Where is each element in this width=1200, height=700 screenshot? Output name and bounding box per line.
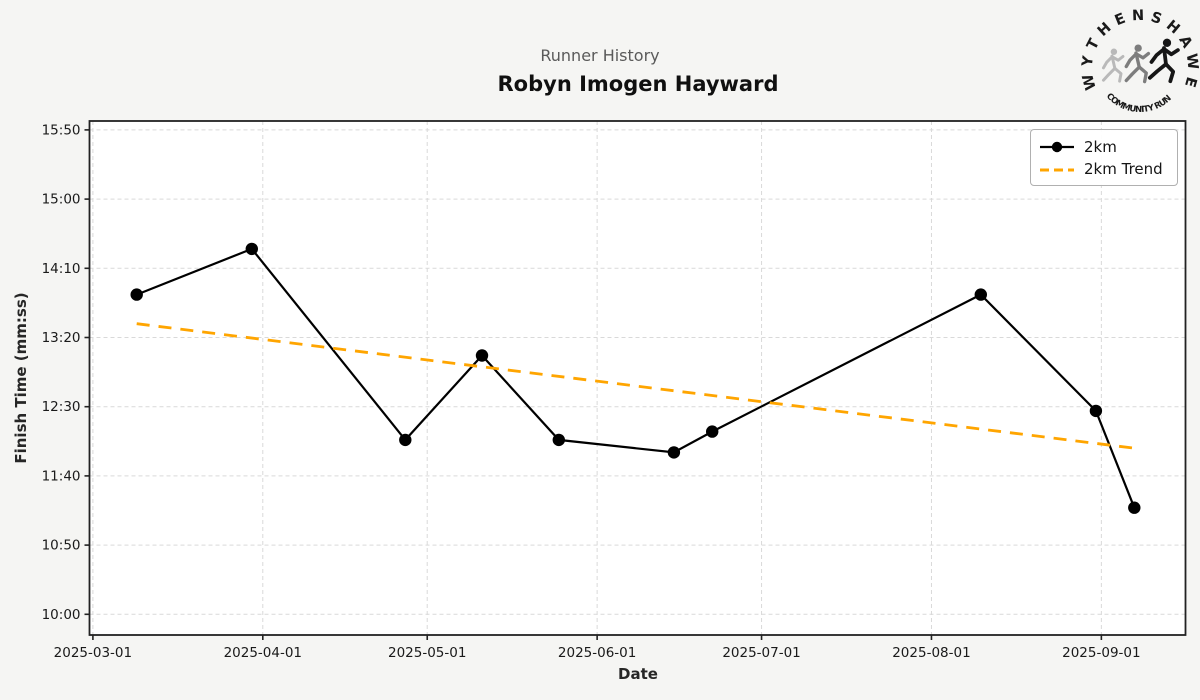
series-line	[136, 247, 1136, 509]
data-point	[552, 433, 565, 447]
data-point	[399, 433, 412, 447]
data-point	[475, 349, 489, 362]
data-point	[245, 242, 258, 256]
legend-label: 2km Trend	[1084, 160, 1163, 179]
y-tick-label: 13:20	[42, 330, 81, 346]
y-tick-label: 10:50	[42, 538, 81, 554]
x-tick-label: 2025-08-01	[892, 645, 970, 661]
runner-figure-medium-icon	[1124, 44, 1151, 84]
legend-label: 2km	[1084, 137, 1117, 156]
data-point	[130, 288, 143, 301]
chart-legend: 2km 2km Trend	[1030, 129, 1178, 186]
data-point	[1128, 501, 1141, 514]
y-tick-label: 14:10	[42, 261, 81, 277]
data-point	[706, 425, 719, 438]
runner-figure-dark-icon	[1147, 38, 1180, 84]
legend-dashed-line-icon	[1040, 168, 1074, 172]
legend-solid-line-icon	[1040, 142, 1074, 153]
x-tick-label: 2025-05-01	[388, 645, 466, 661]
x-tick-label: 2025-03-01	[54, 645, 132, 661]
y-tick-label: 12:30	[42, 399, 81, 415]
x-tick-label: 2025-04-01	[224, 645, 302, 661]
y-tick-label: 15:50	[42, 122, 81, 138]
axes-spines	[88, 120, 1187, 636]
legend-item-2km-trend: 2km Trend	[1039, 159, 1169, 182]
x-tick-label: 2025-09-01	[1062, 645, 1140, 661]
logo-bottom-text: COMMUNITY RUN	[1104, 91, 1174, 115]
trend-line	[136, 322, 1135, 450]
y-tick-label: 15:00	[42, 192, 81, 208]
legend-item-2km: 2km	[1039, 136, 1169, 159]
x-tick-label: 2025-06-01	[558, 645, 636, 661]
x-axis-label: Date	[618, 665, 658, 683]
chart-subtitle: Runner History	[540, 46, 660, 65]
runner-figure-light-icon	[1101, 48, 1125, 83]
wythenshawe-community-run-logo: WYTHENSHAWE COMMUNITY RUN	[1080, 8, 1200, 115]
x-tick-label: 2025-07-01	[722, 645, 800, 661]
y-tick-label: 10:00	[42, 607, 81, 623]
data-point	[667, 446, 681, 459]
y-axis-label: Finish Time (mm:ss)	[12, 292, 30, 464]
data-point	[1089, 404, 1103, 418]
plot-area	[89, 121, 1186, 635]
page-title: Robyn Imogen Hayward	[497, 72, 779, 96]
data-point	[974, 288, 987, 301]
y-tick-label: 11:40	[42, 468, 81, 484]
